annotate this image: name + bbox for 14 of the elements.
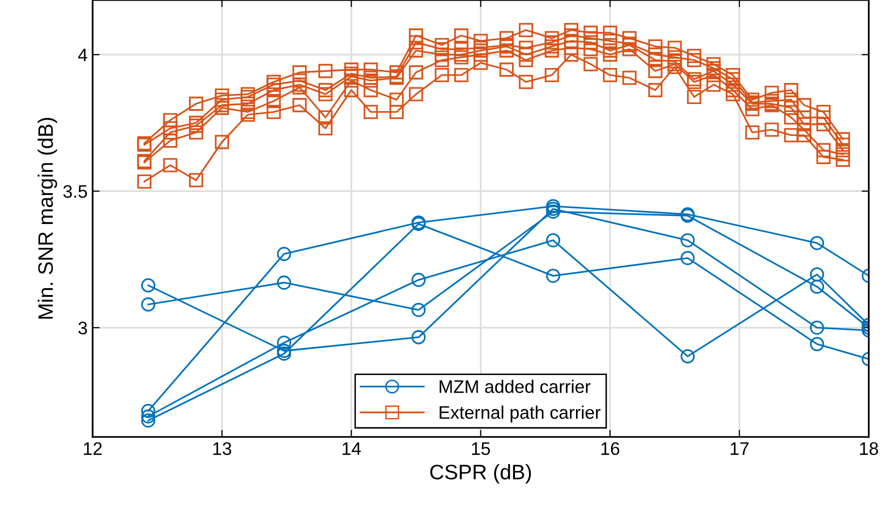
x-tick-label: 12: [84, 442, 102, 455]
x-axis-title: CSPR (dB): [430, 464, 531, 484]
x-tick-label: 14: [342, 442, 361, 455]
x-tick-label: 13: [213, 442, 232, 456]
y-tick-label: 3.5: [63, 185, 87, 198]
legend-label: External path carrier: [440, 406, 600, 422]
legend-label: MZM added carrier: [440, 380, 590, 394]
x-tick-label: 18: [860, 442, 878, 456]
x-tick-label: 17: [730, 442, 749, 455]
y-axis-title: Min. SNR margin (dB): [38, 118, 58, 319]
y-tick-label: 3: [78, 322, 87, 334]
y-tick-label: 4: [78, 48, 88, 62]
x-tick-label: 15: [472, 442, 490, 456]
x-tick-label: 16: [601, 442, 620, 456]
